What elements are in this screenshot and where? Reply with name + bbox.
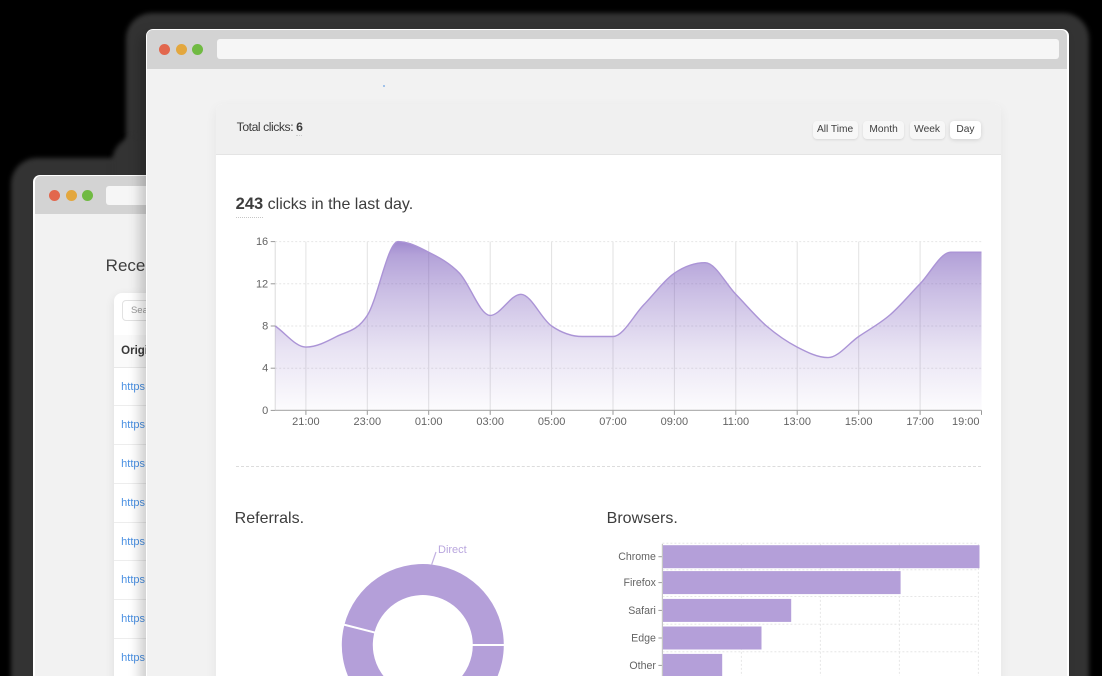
svg-text:Firefox: Firefox bbox=[623, 577, 656, 589]
svg-text:23:00: 23:00 bbox=[353, 416, 381, 428]
svg-text:17:00: 17:00 bbox=[906, 416, 934, 428]
svg-text:0: 0 bbox=[262, 405, 268, 417]
svg-text:03:00: 03:00 bbox=[476, 416, 504, 428]
svg-text:Safari: Safari bbox=[628, 605, 656, 617]
svg-text:4: 4 bbox=[262, 362, 268, 374]
svg-text:16: 16 bbox=[256, 236, 268, 248]
svg-text:01:00: 01:00 bbox=[415, 416, 443, 428]
svg-text:11:00: 11:00 bbox=[722, 416, 749, 428]
svg-text:21:00: 21:00 bbox=[292, 416, 320, 428]
svg-text:05:00: 05:00 bbox=[538, 416, 566, 428]
svg-text:Edge: Edge bbox=[631, 632, 656, 644]
svg-text:07:00: 07:00 bbox=[599, 416, 627, 428]
svg-text:Direct: Direct bbox=[438, 544, 467, 556]
svg-text:15:00: 15:00 bbox=[845, 416, 873, 428]
svg-text:19:00: 19:00 bbox=[952, 416, 980, 428]
svg-text:8: 8 bbox=[262, 320, 268, 332]
svg-text:09:00: 09:00 bbox=[660, 416, 688, 428]
svg-text:Chrome: Chrome bbox=[618, 551, 656, 563]
svg-text:13:00: 13:00 bbox=[783, 416, 811, 428]
svg-text:12: 12 bbox=[256, 278, 268, 290]
svg-text:Other: Other bbox=[629, 660, 656, 672]
